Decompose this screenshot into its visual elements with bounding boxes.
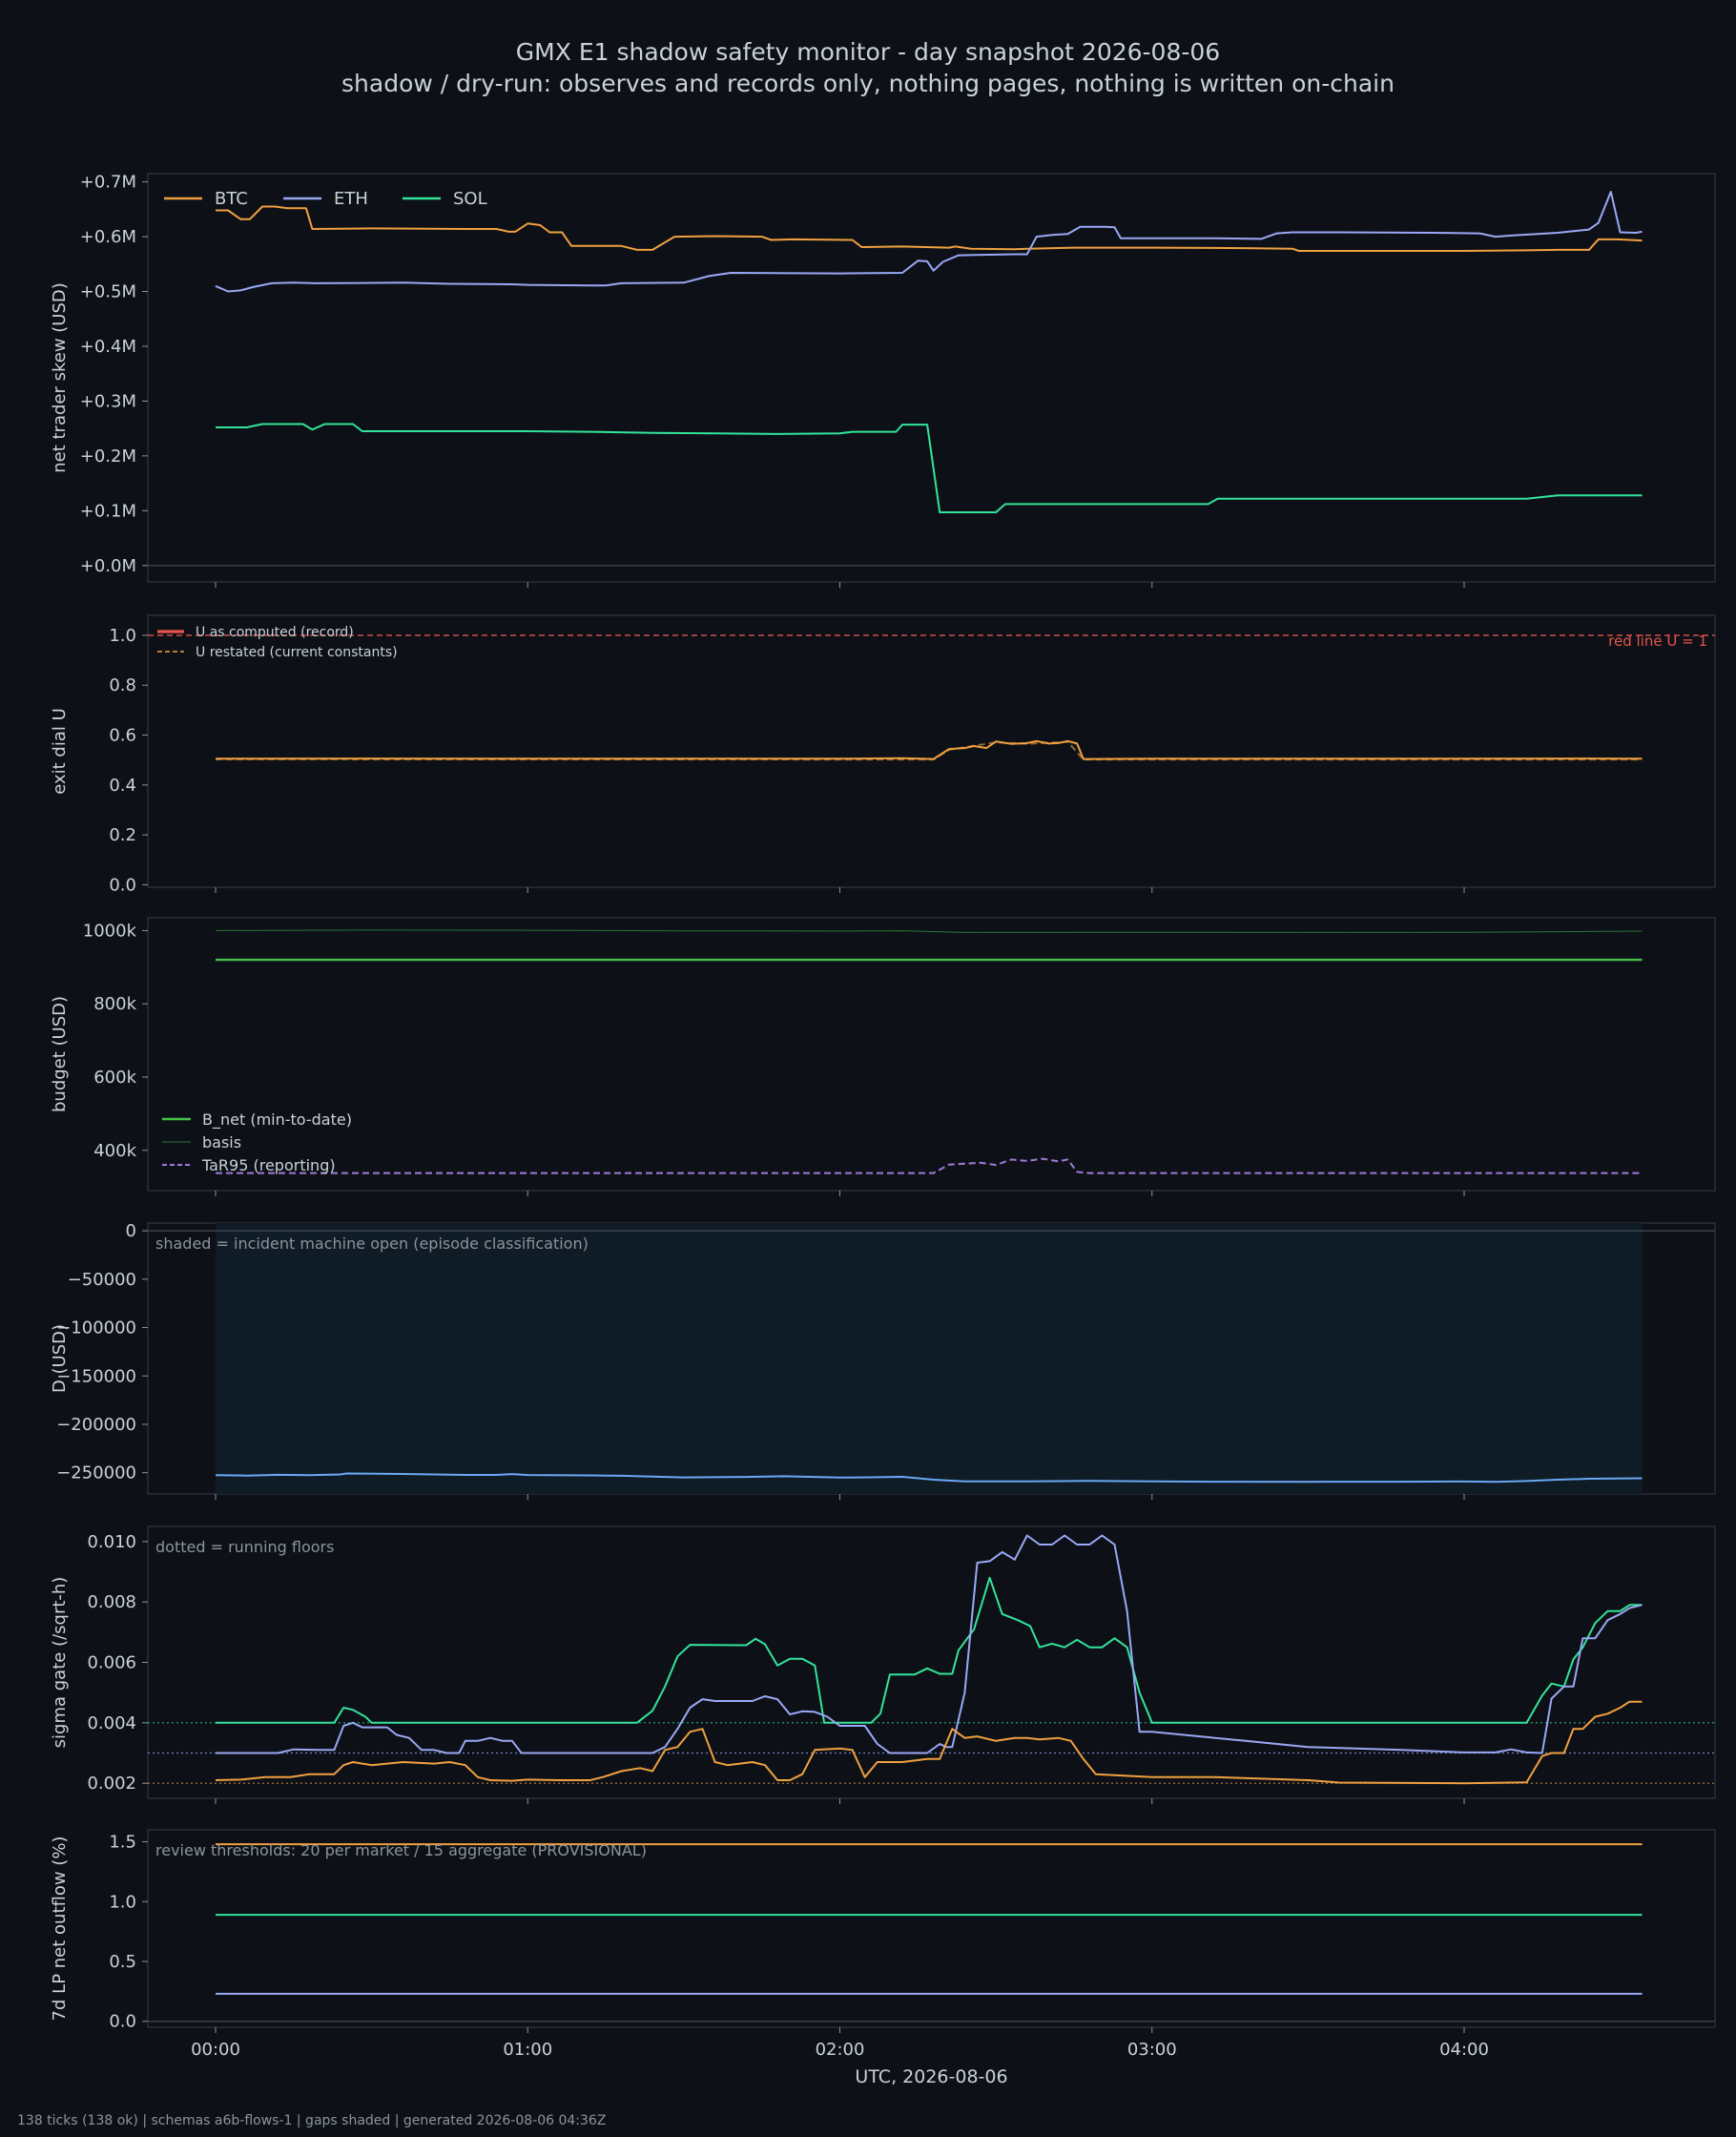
legend-label: B_net (min-to-date) [202, 1110, 352, 1130]
y-tick-label: −100000 [56, 1318, 136, 1338]
y-tick-label: 0.006 [87, 1653, 136, 1673]
panel-skew: +0.0M +0.1M +0.2M +0.3M +0.4M +0.5M +0.6M +0.7M… [50, 173, 1716, 588]
y-tick-label: +0.4M [80, 337, 136, 357]
x-tick-label: 01:00 [503, 2040, 552, 2060]
panel-sigma: 0.002 0.004 0.006 0.008 0.010 sigma gate (/sq… [50, 1525, 1716, 1804]
page-subtitle: shadow / dry-run: observes and records o… [341, 70, 1395, 97]
series-line-eth [215, 191, 1643, 293]
series-line-sigma-sol [216, 1576, 1643, 1724]
y-tick-label: +0.7M [80, 173, 136, 193]
y-tick-label: 0.010 [87, 1532, 136, 1552]
y-tick-label: 800k [93, 994, 136, 1014]
y-tick-label: 0.0 [109, 875, 136, 895]
legend-label: BTC [215, 189, 248, 209]
y-tick-label: 0.2 [109, 825, 136, 845]
panel-exit-dial: 0.0 0.2 0.4 0.6 0.8 1.0 exit dial U red line U … [50, 614, 1716, 895]
y-tick-label: 0.0 [109, 2012, 136, 2032]
y-tick-label: −250000 [56, 1463, 136, 1483]
series-line-sigma-btc [215, 1700, 1643, 1785]
series-line-u-restated-current-constants [215, 740, 1643, 761]
y-axis-label: budget (USD) [50, 996, 70, 1112]
y-tick-label: 0.008 [87, 1592, 136, 1612]
footer-note: 138 ticks (138 ok) | schemas a6b-flows-1… [17, 2113, 607, 2128]
panel-drawdown: 0 −50000 −100000 −150000 −200000 −250000 D (US… [50, 1221, 1716, 1500]
y-axis-label: 7d LP net outflow (%) [50, 1836, 70, 2022]
panel-lp-outflow: 0.0 0.5 1.0 1.5 00:00 01:00 02:00 03:00 04:00 7d … [50, 1829, 1716, 2087]
y-tick-label: 0.4 [109, 776, 136, 796]
title-block: GMX E1 shadow safety monitor - day snaps… [0, 36, 1736, 99]
y-tick-label: 0.002 [87, 1774, 136, 1794]
series-line-sol [216, 423, 1643, 513]
y-tick-label: 400k [93, 1141, 136, 1161]
y-tick-label: 0 [126, 1221, 136, 1241]
panel-frame [147, 1525, 1716, 1799]
x-tick-label: 00:00 [191, 2040, 240, 2060]
y-tick-label: 0.5 [109, 1952, 136, 1972]
y-tick-label: 1000k [83, 921, 137, 941]
x-tick-label: 03:00 [1127, 2040, 1177, 2060]
y-tick-label: 1.0 [109, 626, 136, 646]
y-tick-label: −50000 [68, 1270, 136, 1290]
legend-label: U as computed (record) [196, 625, 354, 640]
legend-label: U restated (current constants) [196, 645, 398, 660]
legend-label: TaR95 (reporting) [201, 1156, 336, 1174]
y-tick-label: 0.8 [109, 675, 136, 695]
series-line-tar95-reporting [216, 1157, 1643, 1174]
y-tick-label: +0.3M [80, 391, 136, 411]
series-line-btc [216, 205, 1643, 252]
x-tick-label: 02:00 [816, 2040, 865, 2060]
panel-budget: 400k 600k 800k 1000k budget (USD) B_net (min-… [50, 917, 1716, 1196]
y-tick-label: −200000 [56, 1415, 136, 1435]
legend-label: ETH [334, 189, 368, 209]
y-axis-label: exit dial U [50, 708, 70, 795]
panel-frame [147, 1829, 1716, 2028]
legend-label: basis [202, 1133, 241, 1151]
page-title: GMX E1 shadow safety monitor - day snaps… [515, 38, 1221, 66]
x-tick-label: 04:00 [1439, 2040, 1489, 2060]
y-tick-label: +0.5M [80, 282, 136, 302]
series-line-sigma-eth [216, 1534, 1643, 1754]
shaded-incident-span [216, 1223, 1643, 1494]
y-tick-label: 1.0 [109, 1892, 136, 1912]
x-axis-label: UTC, 2026-08-06 [855, 2066, 1007, 2087]
panel-frame [147, 614, 1716, 888]
y-axis-label: D (USD) [50, 1324, 70, 1393]
panel-annotation: shaded = incident machine open (episode … [155, 1234, 589, 1253]
y-axis-label: net trader skew (USD) [50, 282, 70, 473]
series-line-basis [215, 929, 1643, 933]
y-tick-label: 1.5 [109, 1833, 136, 1853]
panel-frame [147, 173, 1716, 583]
panel-annotation: dotted = running floors [155, 1538, 334, 1556]
y-tick-label: 0.6 [109, 726, 136, 746]
y-tick-label: 600k [93, 1068, 136, 1088]
y-tick-label: +0.1M [80, 501, 136, 521]
y-tick-label: +0.6M [80, 227, 136, 247]
red-line-label: red line U = 1 [1608, 633, 1707, 650]
series-line-drawdown-blue [215, 1472, 1643, 1483]
panel-annotation: review thresholds: 20 per market / 15 ag… [155, 1841, 647, 1859]
y-tick-label: 0.004 [87, 1713, 136, 1733]
y-tick-label: +0.2M [80, 446, 136, 467]
y-tick-label: +0.0M [80, 556, 136, 576]
y-tick-label: −150000 [56, 1366, 136, 1386]
legend-label: SOL [453, 189, 487, 209]
y-axis-label: sigma gate (/sqrt-h) [50, 1577, 70, 1749]
panel-frame [147, 917, 1716, 1192]
